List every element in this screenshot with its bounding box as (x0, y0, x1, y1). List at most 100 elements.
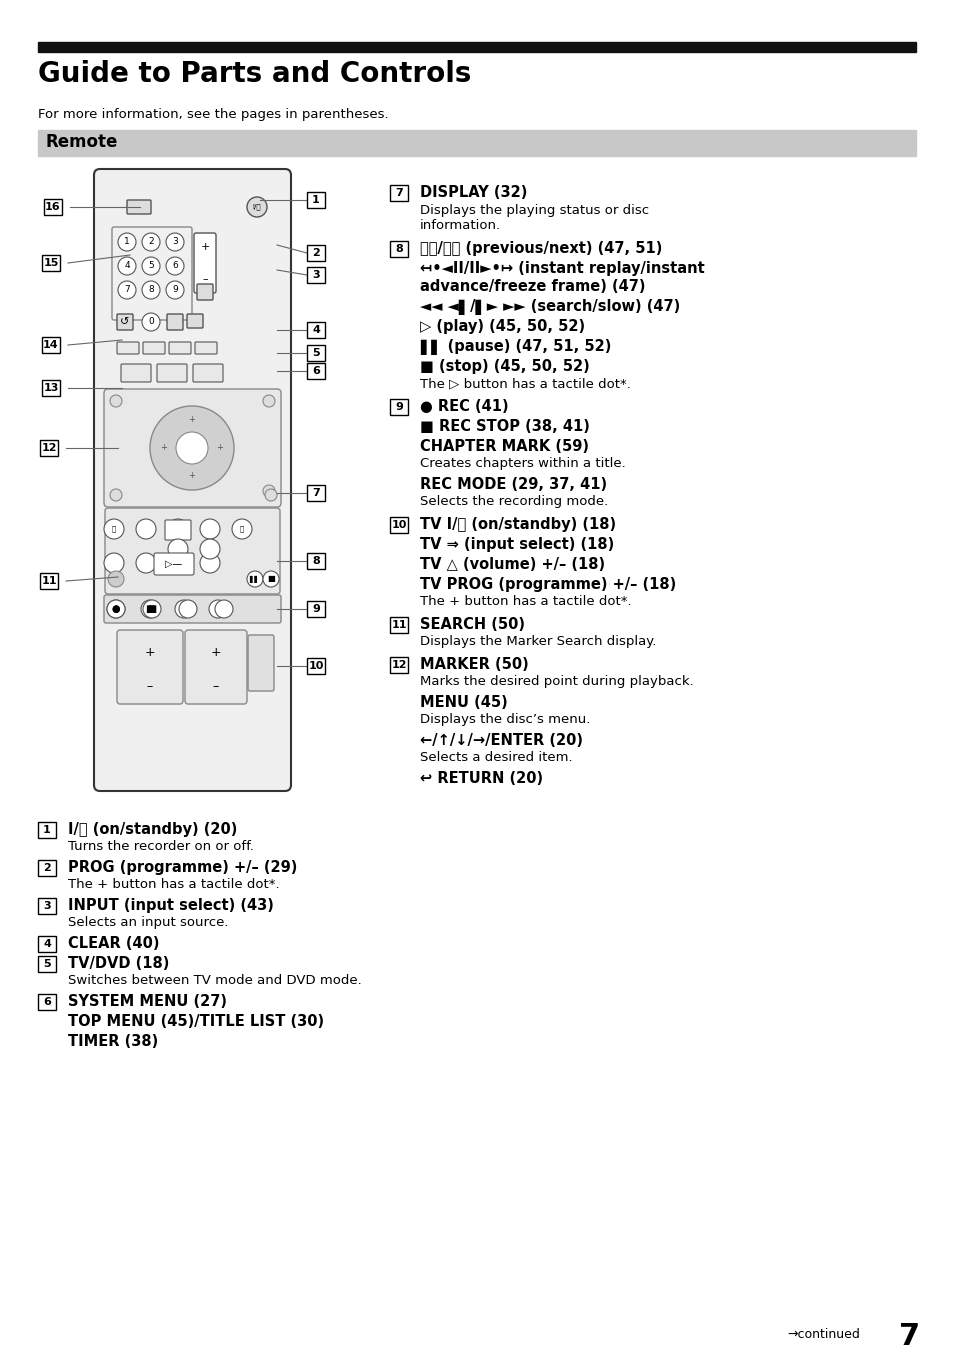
Circle shape (214, 600, 233, 618)
Text: 5: 5 (43, 959, 51, 969)
Bar (38, 130, 915, 155)
Text: –: – (147, 680, 153, 694)
Text: +: + (216, 443, 223, 453)
Bar (307, 345, 325, 361)
Text: 6: 6 (43, 996, 51, 1007)
Text: 8: 8 (148, 285, 153, 295)
Text: The + button has a tactile dot*.: The + button has a tactile dot*. (68, 877, 279, 891)
Circle shape (136, 553, 156, 573)
FancyBboxPatch shape (104, 595, 281, 623)
Circle shape (142, 281, 160, 299)
Circle shape (263, 395, 274, 407)
Text: 3: 3 (172, 238, 177, 246)
FancyBboxPatch shape (194, 342, 216, 354)
Circle shape (143, 600, 161, 618)
Circle shape (166, 257, 184, 274)
Text: ●: ● (112, 604, 120, 614)
Circle shape (247, 571, 263, 587)
Text: ▷—: ▷— (165, 558, 182, 569)
FancyBboxPatch shape (157, 364, 187, 383)
Text: 11: 11 (391, 621, 406, 630)
Text: ▌▌ (pause) (47, 51, 52): ▌▌ (pause) (47, 51, 52) (419, 339, 611, 356)
Text: TV ⇒ (input select) (18): TV ⇒ (input select) (18) (419, 537, 614, 552)
Text: Displays the playing status or disc: Displays the playing status or disc (419, 204, 648, 218)
Circle shape (110, 395, 122, 407)
Bar (38, 936, 56, 952)
Bar (307, 322, 325, 338)
Text: 6: 6 (172, 261, 177, 270)
Bar (307, 602, 325, 617)
Circle shape (232, 519, 252, 539)
Text: SEARCH (50): SEARCH (50) (419, 617, 524, 631)
Bar (390, 617, 408, 633)
Bar (390, 399, 408, 415)
Circle shape (168, 553, 188, 573)
Circle shape (265, 489, 276, 502)
Text: Guide to Parts and Controls: Guide to Parts and Controls (38, 59, 471, 88)
Circle shape (200, 519, 220, 539)
Text: 1: 1 (43, 825, 51, 836)
Text: 2: 2 (148, 238, 153, 246)
Circle shape (118, 281, 136, 299)
Circle shape (107, 600, 125, 618)
Bar (307, 485, 325, 502)
FancyBboxPatch shape (104, 389, 281, 507)
Text: Turns the recorder on or off.: Turns the recorder on or off. (68, 840, 253, 853)
Text: –: – (213, 680, 219, 694)
Text: 5: 5 (148, 261, 153, 270)
Bar (38, 956, 56, 972)
Circle shape (141, 600, 159, 618)
Circle shape (179, 600, 196, 618)
Text: TOP MENU (45)/TITLE LIST (30): TOP MENU (45)/TITLE LIST (30) (68, 1014, 324, 1029)
Text: +: + (211, 646, 221, 660)
Bar (390, 657, 408, 673)
Text: PROG (programme) +/– (29): PROG (programme) +/– (29) (68, 860, 297, 875)
Text: For more information, see the pages in parentheses.: For more information, see the pages in p… (38, 108, 388, 120)
Text: Remote: Remote (46, 132, 118, 151)
Text: 11: 11 (41, 576, 56, 585)
Text: 5: 5 (312, 347, 319, 358)
FancyBboxPatch shape (185, 630, 247, 704)
Text: advance/freeze frame) (47): advance/freeze frame) (47) (419, 279, 645, 293)
Circle shape (166, 233, 184, 251)
Text: I/⏻ (on/standby) (20): I/⏻ (on/standby) (20) (68, 822, 237, 837)
Text: 7: 7 (312, 488, 319, 498)
Bar (307, 266, 325, 283)
Text: ■ (stop) (45, 50, 52): ■ (stop) (45, 50, 52) (419, 360, 589, 375)
Text: +: + (200, 242, 210, 251)
Text: SYSTEM MENU (27): SYSTEM MENU (27) (68, 994, 227, 1009)
Circle shape (200, 539, 220, 558)
Circle shape (104, 553, 124, 573)
FancyBboxPatch shape (121, 364, 151, 383)
Text: 1: 1 (312, 195, 319, 206)
Circle shape (136, 519, 156, 539)
Text: 2: 2 (312, 247, 319, 258)
Circle shape (168, 539, 188, 558)
Circle shape (247, 197, 267, 218)
FancyBboxPatch shape (193, 364, 223, 383)
Text: Displays the disc’s menu.: Displays the disc’s menu. (419, 713, 590, 726)
Text: CHAPTER MARK (59): CHAPTER MARK (59) (419, 439, 588, 454)
Text: 12: 12 (41, 443, 56, 453)
Text: INPUT (input select) (43): INPUT (input select) (43) (68, 898, 274, 913)
FancyBboxPatch shape (196, 284, 213, 300)
Circle shape (142, 314, 160, 331)
Bar (40, 439, 58, 456)
Circle shape (108, 571, 124, 587)
Text: 9: 9 (395, 402, 402, 412)
FancyBboxPatch shape (94, 169, 291, 791)
Bar (42, 337, 60, 353)
FancyBboxPatch shape (117, 314, 132, 330)
Text: 6: 6 (312, 366, 319, 376)
FancyBboxPatch shape (187, 314, 203, 329)
Bar (307, 192, 325, 208)
Text: ● REC (41): ● REC (41) (419, 399, 508, 414)
Text: 12: 12 (391, 660, 406, 671)
Text: 16: 16 (45, 201, 61, 212)
Circle shape (263, 571, 278, 587)
Text: ■: ■ (145, 604, 154, 614)
Text: I/⏻: I/⏻ (253, 204, 261, 211)
FancyBboxPatch shape (167, 314, 183, 330)
FancyBboxPatch shape (248, 635, 274, 691)
Circle shape (166, 281, 184, 299)
